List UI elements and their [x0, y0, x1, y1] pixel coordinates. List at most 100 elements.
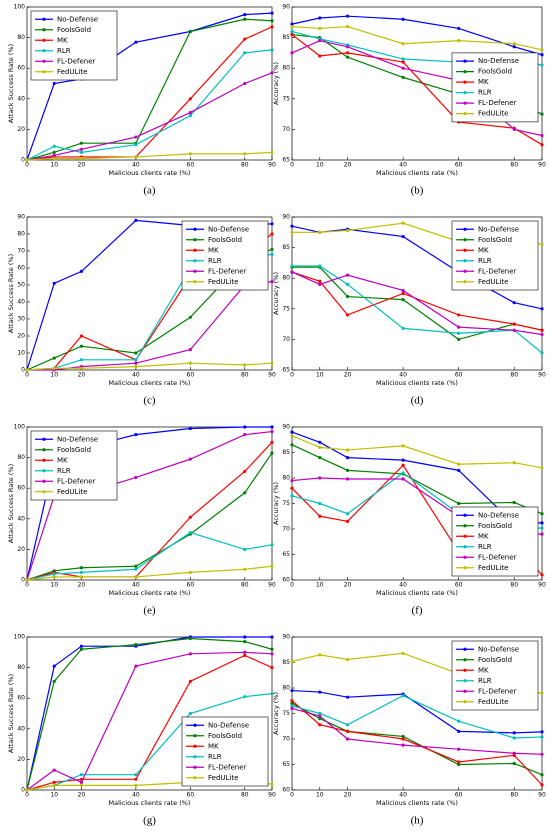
y-tick-label: 70 — [282, 526, 290, 533]
plot-frame — [291, 216, 543, 371]
data-point — [134, 135, 138, 139]
data-point — [540, 143, 544, 147]
legend-marker — [42, 59, 46, 63]
legend-marker — [42, 469, 46, 473]
x-tick-label: 0 — [25, 162, 29, 169]
x-tick-label: 80 — [241, 792, 249, 799]
data-point — [401, 694, 405, 698]
data-point — [512, 731, 516, 735]
data-point — [540, 112, 544, 116]
data-point — [270, 252, 274, 256]
legend-marker — [463, 679, 467, 683]
y-axis-label: Attack Success Rate (%) — [7, 464, 15, 543]
legend-label: FedULite — [478, 564, 508, 572]
legend-marker — [463, 524, 467, 528]
y-tick-label: 0 — [21, 367, 25, 374]
data-point — [270, 150, 274, 154]
data-point — [290, 704, 294, 708]
data-point — [345, 24, 350, 29]
legend-marker — [42, 448, 46, 452]
data-point — [270, 71, 274, 75]
data-point — [401, 651, 405, 655]
x-tick-label: 20 — [78, 372, 86, 379]
data-point — [270, 692, 274, 696]
data-point — [290, 443, 294, 447]
legend-label: FoolsGold — [478, 656, 512, 664]
legend-marker — [193, 259, 197, 263]
legend-label: FoolsGold — [478, 236, 512, 244]
data-point — [290, 701, 294, 705]
y-axis-label: Accuracy (%) — [272, 692, 280, 735]
x-tick-label: 90 — [538, 792, 546, 799]
legend-label: No-Defense — [57, 435, 98, 443]
x-tick-label: 20 — [344, 792, 352, 799]
legend-label: MK — [57, 36, 68, 44]
data-point — [134, 358, 138, 362]
legend-marker — [463, 80, 467, 84]
legend-label: FL-Defener — [208, 267, 247, 275]
legend-marker — [193, 776, 197, 780]
data-point — [79, 647, 84, 651]
y-tick-label: 70 — [17, 248, 25, 255]
legend-marker — [463, 280, 467, 284]
data-point — [243, 639, 247, 644]
legend-marker — [193, 734, 197, 738]
data-point — [134, 351, 138, 355]
data-point — [79, 575, 84, 579]
legend-marker — [463, 545, 467, 549]
data-point — [52, 153, 56, 158]
caption: (f) — [412, 605, 423, 617]
data-point — [134, 773, 138, 777]
y-tick-label: 60 — [17, 65, 25, 72]
x-tick-label: 80 — [510, 792, 518, 799]
data-point — [345, 468, 350, 472]
legend-marker — [463, 259, 467, 263]
data-point — [79, 566, 84, 570]
data-point — [52, 81, 56, 86]
data-point — [540, 730, 544, 734]
data-point — [457, 26, 461, 31]
y-tick-label: 75 — [282, 710, 290, 717]
data-point — [188, 636, 192, 641]
data-point — [512, 751, 516, 755]
x-tick-label: 80 — [510, 372, 518, 379]
y-tick-label: 80 — [282, 275, 290, 282]
data-point — [318, 54, 322, 58]
data-point — [134, 777, 138, 781]
y-tick-label: 100 — [14, 4, 26, 11]
caption: (d) — [411, 395, 424, 407]
data-point — [540, 773, 544, 777]
x-tick-label: 90 — [268, 162, 276, 169]
data-point — [540, 512, 544, 516]
data-point — [345, 657, 350, 662]
y-tick-label: 60 — [17, 485, 25, 492]
data-point — [134, 143, 138, 147]
y-tick-label: 40 — [17, 95, 25, 102]
data-point — [290, 29, 294, 34]
data-point — [188, 29, 192, 34]
data-point — [512, 301, 516, 305]
data-point — [243, 425, 247, 429]
data-point — [134, 567, 138, 571]
data-point — [270, 652, 274, 656]
legend-label: No-Defense — [478, 225, 519, 233]
series-line — [291, 15, 543, 56]
data-point — [188, 711, 192, 716]
y-axis-label: Attack Success Rate (%) — [7, 44, 15, 123]
x-tick-label: 10 — [50, 162, 58, 169]
legend-box — [451, 506, 539, 577]
legend-marker — [463, 689, 467, 693]
data-point — [52, 150, 56, 154]
chart: 0 10 20 40 60 80 90 0 20 40 60 80 100 Malicious clien… — [7, 634, 276, 827]
legend-marker — [463, 658, 467, 662]
data-point — [270, 451, 274, 455]
y-tick-label: 80 — [17, 454, 25, 461]
data-point — [243, 433, 247, 437]
legend-box — [451, 220, 539, 291]
data-point — [52, 783, 56, 788]
legend-marker — [42, 17, 46, 21]
data-point — [25, 788, 29, 792]
y-tick-label: 20 — [17, 333, 25, 340]
legend-marker — [463, 238, 467, 242]
data-point — [401, 234, 405, 239]
